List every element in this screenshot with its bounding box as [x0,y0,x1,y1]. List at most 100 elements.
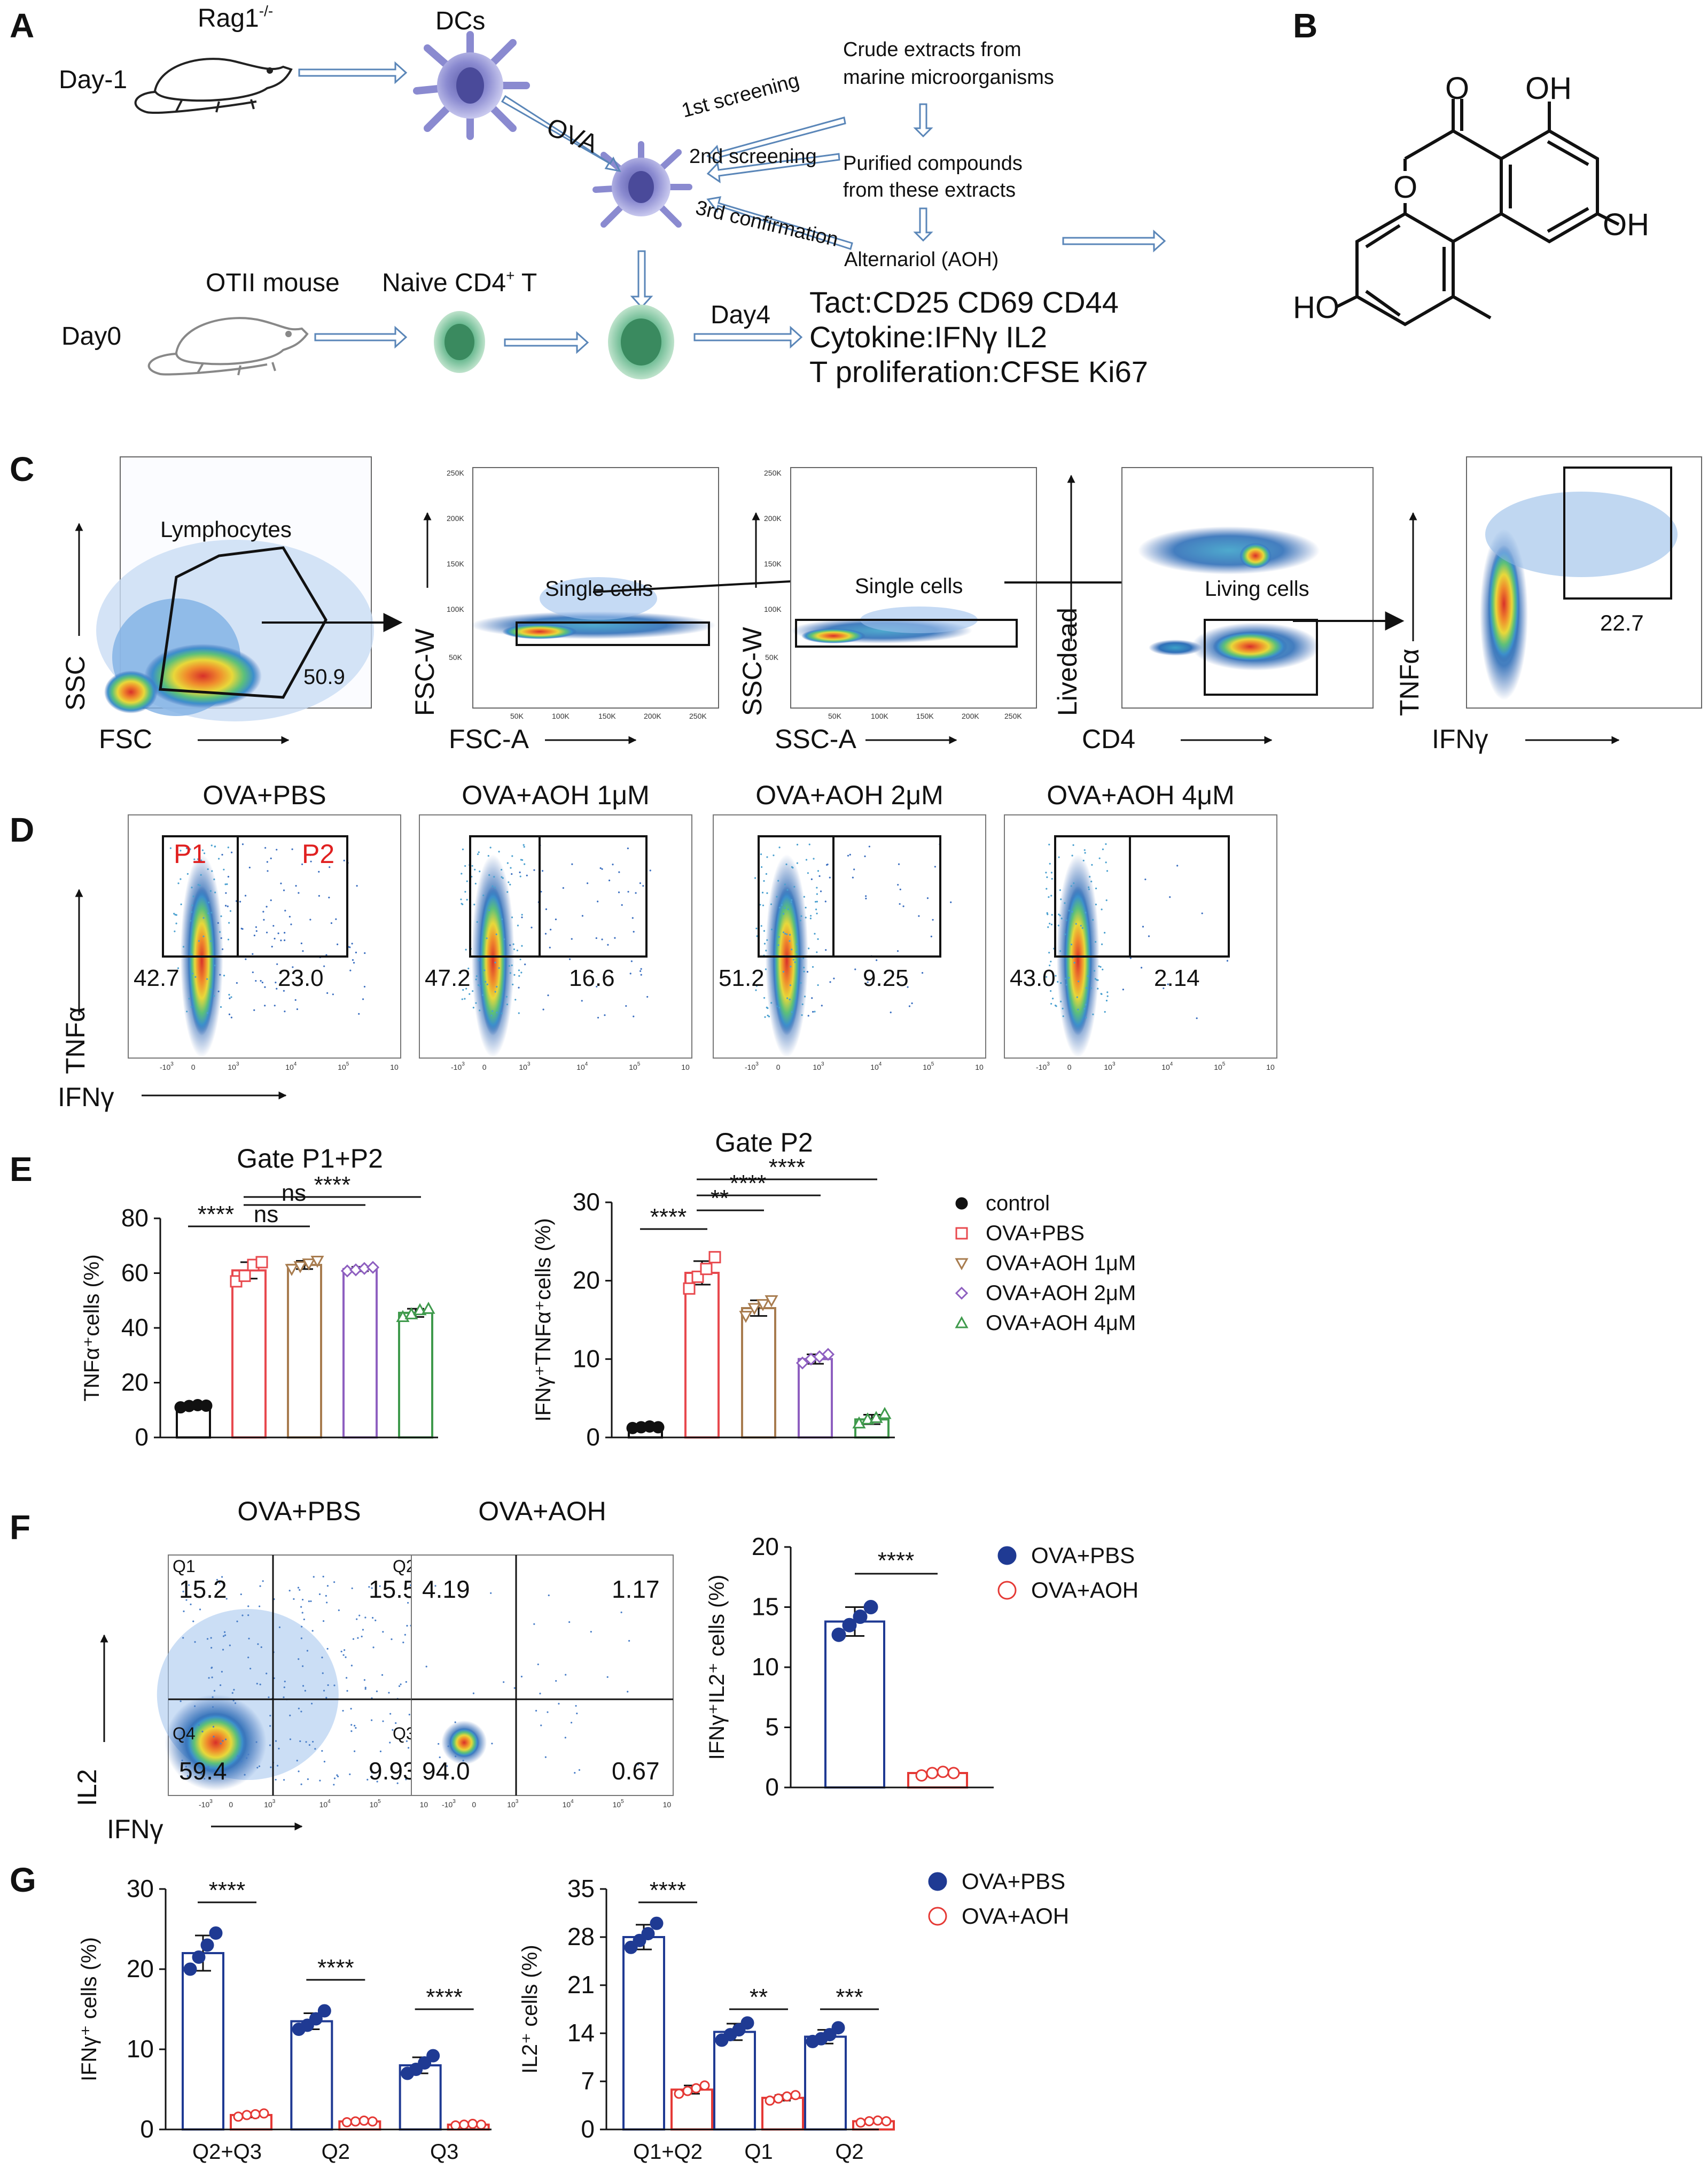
event-dot [372,1646,375,1649]
event-dot [192,895,194,898]
event-dot [375,1619,377,1621]
event-dot [323,1690,325,1692]
event-dot [1085,1004,1087,1006]
event-dot [288,1590,291,1592]
event-dot [300,942,302,944]
y-tick-label: 0 [586,1423,600,1451]
tick: 250K [1004,712,1022,720]
data-point [821,1348,835,1361]
data-point [674,2088,684,2099]
event-dot [642,885,644,887]
x-tick-label: 10 [975,1063,984,1071]
naive-t-cell-icon [434,311,485,373]
event-dot [767,1014,769,1016]
event-dot [313,1576,315,1578]
event-dot [484,981,487,983]
event-dot [1105,999,1108,1002]
event-dot [202,917,205,919]
event-dot [283,889,285,891]
event-dot [259,1683,261,1685]
event-dot [800,915,802,917]
event-dot [466,899,468,901]
event-dot [805,916,807,919]
event-dot [628,1640,630,1642]
data-point [633,1933,646,1947]
lymphocytes-gate: Lymphocytes [160,517,292,542]
event-dot [512,983,514,985]
q3-value: 0.67 [612,1757,660,1785]
data-point [650,1916,664,1930]
event-dot [222,1773,224,1775]
x-tick-label: 10 [1266,1063,1275,1071]
event-dot [1102,848,1104,850]
event-dot [506,862,509,864]
event-dot [520,1675,523,1678]
y-axis-title: TNFα⁺cells (%) [80,1254,104,1401]
event-dot [1052,998,1054,1000]
event-dot [230,996,232,998]
event-dot [182,1637,184,1639]
event-dot [310,860,312,862]
data-point [765,1295,778,1308]
event-dot [305,1741,307,1743]
event-dot [228,993,230,996]
event-dot [508,965,510,967]
event-dot [1090,881,1093,883]
data-point [413,1303,427,1316]
event-dot [194,1641,196,1643]
event-dot [223,868,225,870]
event-dot [1090,987,1092,989]
x-category-label: Q1+Q2 [633,2140,703,2164]
event-dot [511,873,513,875]
event-dot [1148,935,1150,937]
event-dot [404,1634,406,1636]
event-dot [1059,889,1061,891]
event-dot [1048,896,1050,898]
event-dot [462,848,464,851]
event-dot [800,982,802,984]
significance-label: **** [426,1984,463,2010]
event-dot [826,864,829,866]
significance-label: **** [317,1955,354,1981]
event-dot [371,1771,373,1774]
sscw-axis-label: SSC-W [737,627,767,716]
event-dot [180,903,182,905]
event-dot [338,1609,340,1611]
event-dot [533,869,535,871]
event-dot [782,970,785,973]
event-dot [1142,926,1144,928]
event-dot [511,855,513,857]
event-dot [813,858,815,860]
event-dot [214,891,216,893]
x-tick-label: 10 [681,1063,690,1071]
data-point [926,1767,939,1779]
event-dot [221,853,223,856]
event-dot [355,1727,357,1729]
event-dot [478,959,480,961]
y-tick-label: 10 [127,2035,154,2063]
y-tick-label: 60 [121,1259,149,1287]
event-dot [932,919,934,921]
event-dot [911,1002,913,1005]
tick: 250K [447,469,464,477]
event-dot [244,895,247,897]
event-dot [319,1779,321,1782]
event-dot [262,1580,264,1582]
tick-exponent: 3 [209,1799,213,1805]
legend-label: OVA+AOH 4μM [986,1311,1136,1335]
data-point [450,2120,461,2131]
event-dot [803,896,805,898]
event-dot [1051,877,1053,880]
legend-g: OVA+PBS OVA+AOH [928,1869,1069,1929]
event-dot [796,862,799,864]
y-tick-label: 10 [752,1653,779,1681]
purified-compounds-line1: Purified compounds [843,152,1023,175]
x-category-label: Q1 [744,2140,773,2164]
legend-marker [955,1258,969,1271]
event-dot [300,1606,302,1608]
ova-label: OVA [543,113,602,159]
bar [287,1264,322,1439]
event-dot [461,873,463,875]
event-dot [363,985,366,988]
event-dot [299,1740,301,1743]
